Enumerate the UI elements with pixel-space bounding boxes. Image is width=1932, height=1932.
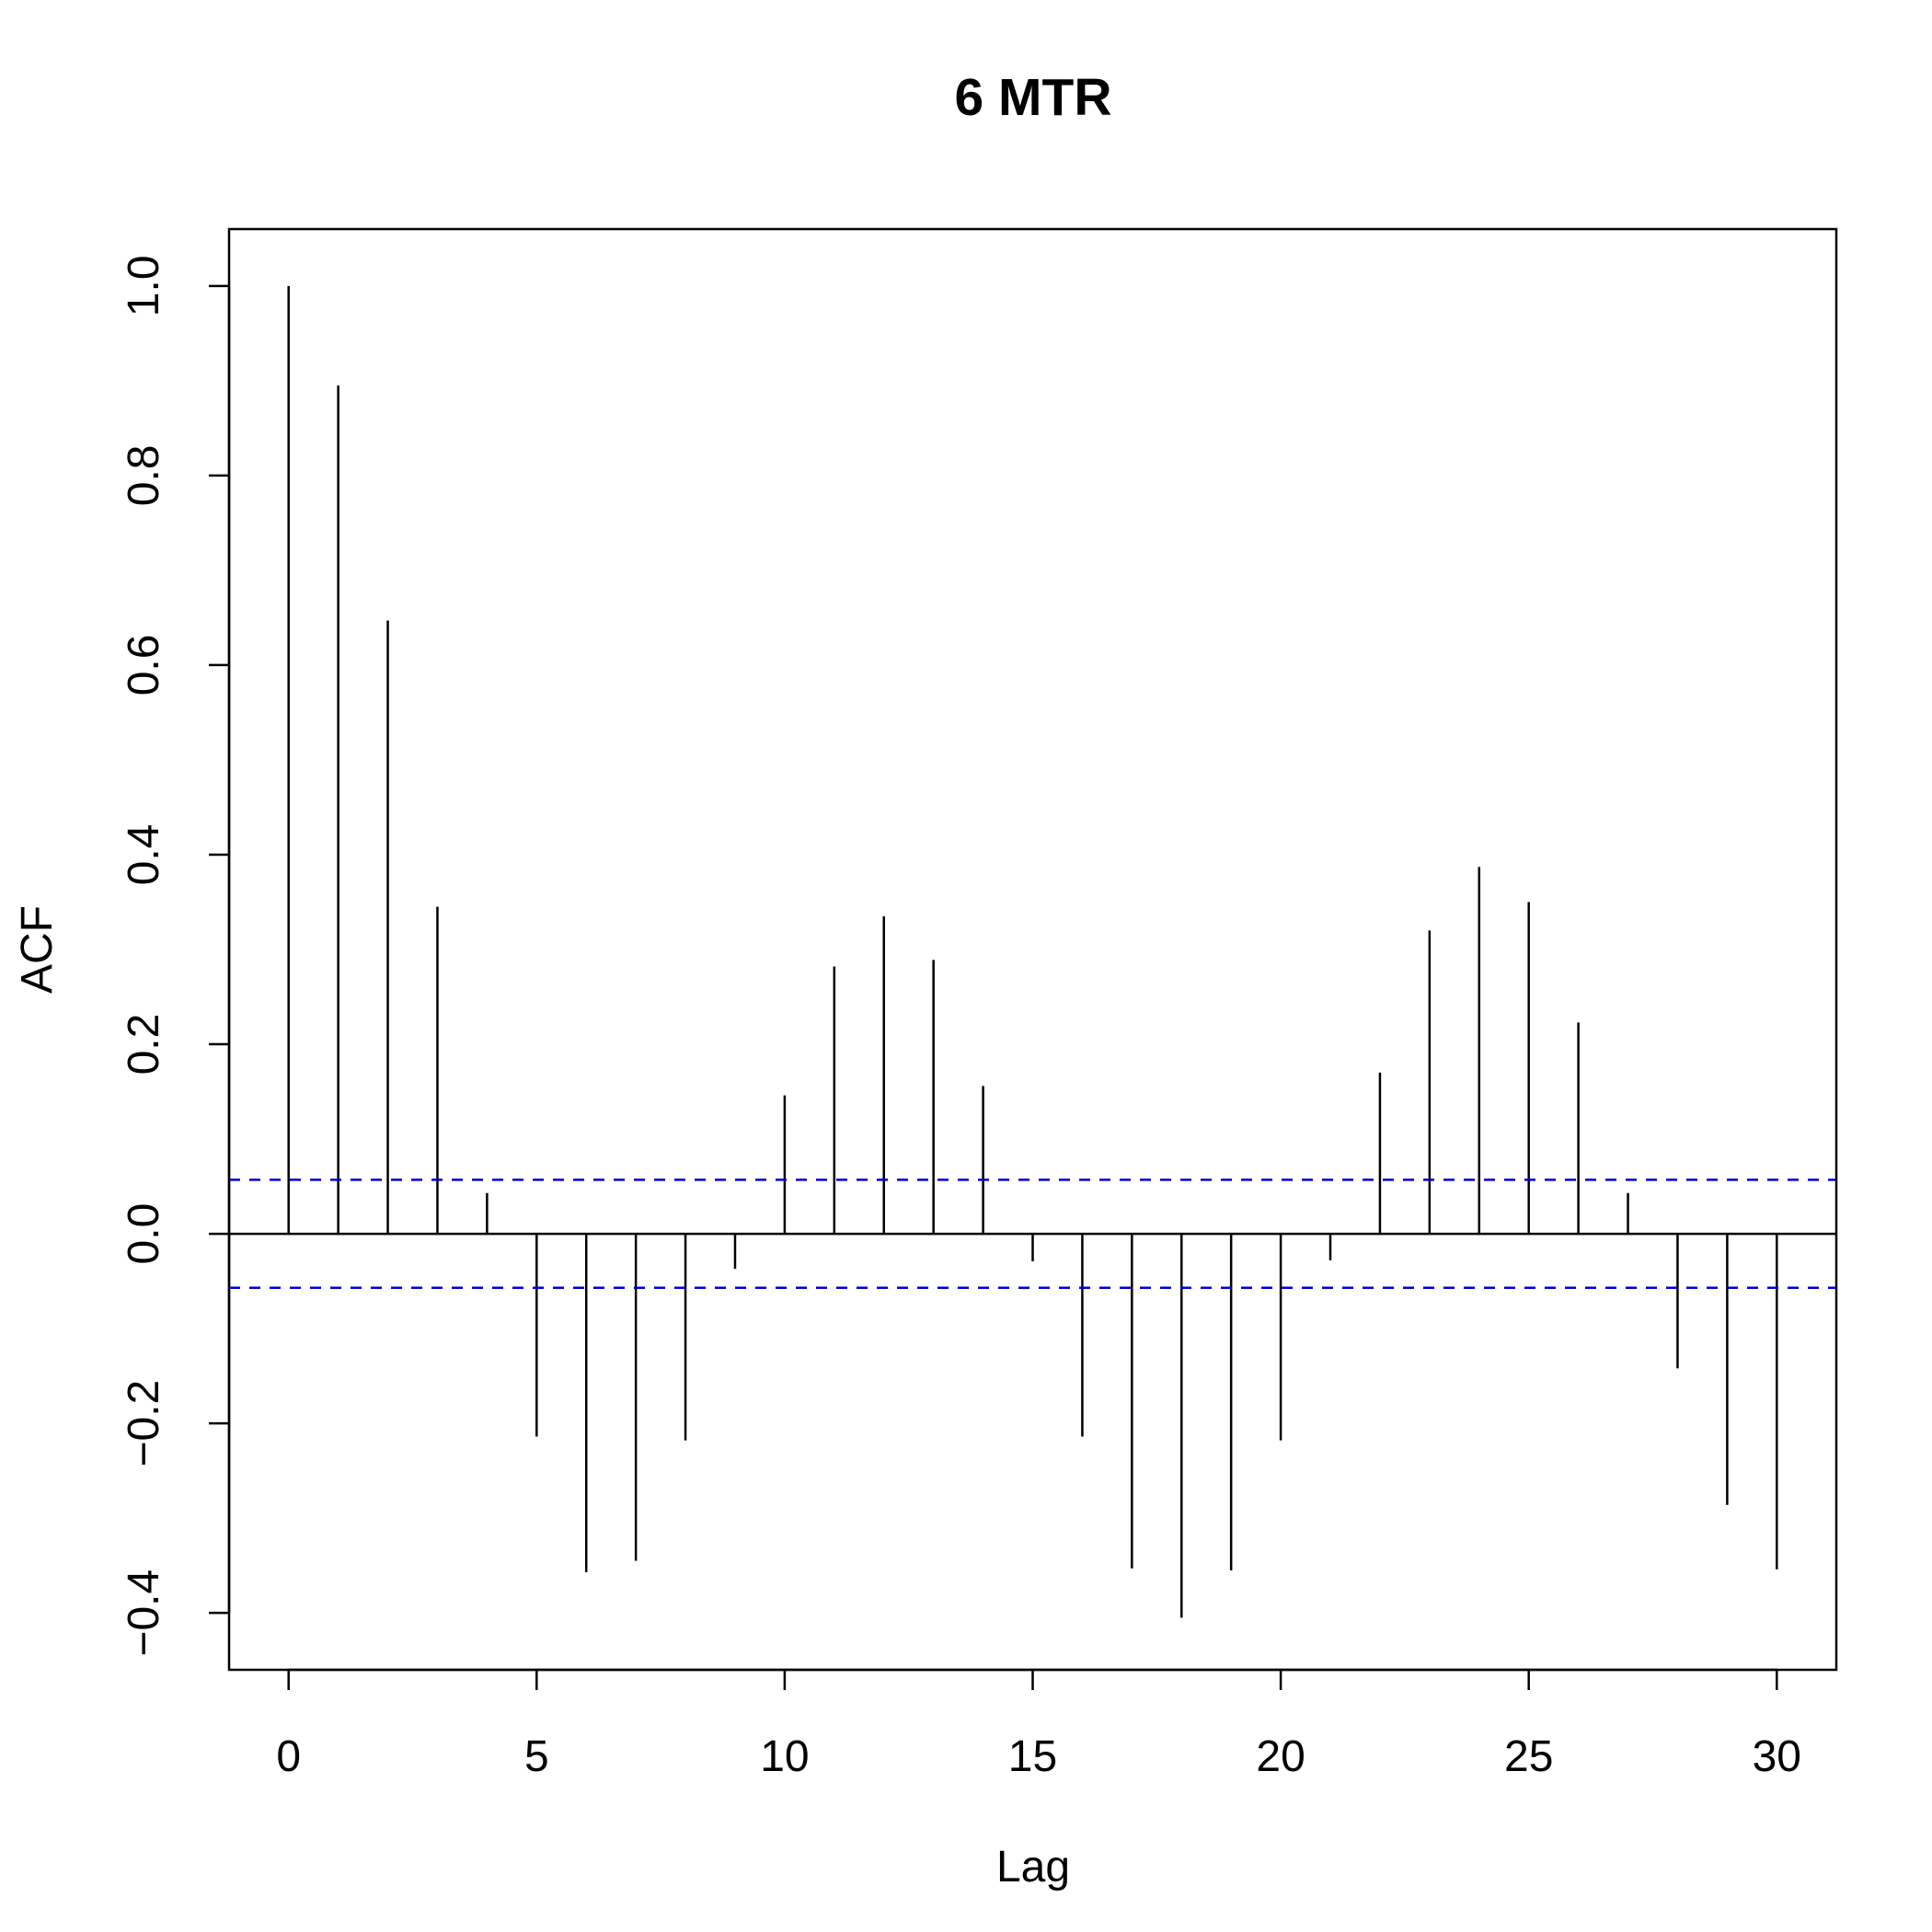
- y-tick-label: 0.8: [120, 445, 168, 507]
- y-tick-label: −0.4: [120, 1570, 168, 1657]
- y-tick-label: 0.2: [120, 1014, 168, 1075]
- y-axis-label: ACF: [13, 905, 62, 994]
- x-axis: 0 5 10 15 20 25 30: [276, 1668, 1801, 1781]
- x-axis-label: Lag: [996, 1843, 1070, 1892]
- y-tick-label: −0.2: [120, 1380, 168, 1467]
- y-tick-label: 0.0: [120, 1203, 168, 1265]
- x-tick-label: 5: [524, 1732, 549, 1781]
- y-tick-label: 0.4: [120, 824, 168, 886]
- confidence-bounds: [229, 1179, 1836, 1290]
- x-tick-label: 20: [1256, 1732, 1305, 1781]
- x-tick-label: 0: [276, 1732, 301, 1781]
- plot-frame: [227, 227, 1838, 1672]
- x-tick-label: 10: [760, 1732, 809, 1781]
- x-tick-label: 30: [1753, 1732, 1801, 1781]
- x-tick-label: 15: [1008, 1732, 1057, 1781]
- x-tick-label: 25: [1504, 1732, 1553, 1781]
- acf-bars: [229, 285, 1836, 1618]
- chart-title: 6 MTR: [955, 68, 1112, 127]
- y-axis: −0.4 −0.2 0.0 0.2 0.4 0.6 0.8 1.0: [120, 255, 231, 1657]
- y-tick-label: 1.0: [120, 255, 168, 316]
- y-tick-label: 0.6: [120, 635, 168, 696]
